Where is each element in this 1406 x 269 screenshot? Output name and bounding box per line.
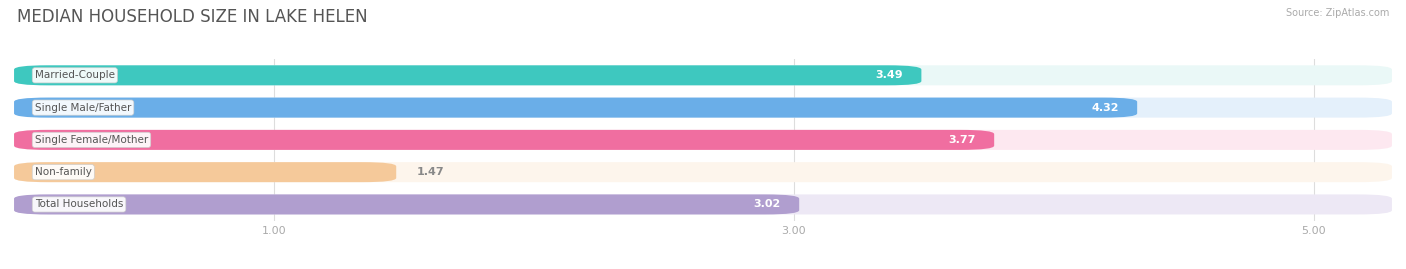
FancyBboxPatch shape <box>14 65 1392 85</box>
Text: 3.49: 3.49 <box>876 70 903 80</box>
FancyBboxPatch shape <box>14 98 1392 118</box>
FancyBboxPatch shape <box>14 130 994 150</box>
FancyBboxPatch shape <box>14 162 1392 182</box>
FancyBboxPatch shape <box>14 98 1137 118</box>
Text: Source: ZipAtlas.com: Source: ZipAtlas.com <box>1285 8 1389 18</box>
FancyBboxPatch shape <box>14 194 1392 214</box>
Text: 3.02: 3.02 <box>754 199 780 210</box>
Text: Single Female/Mother: Single Female/Mother <box>35 135 148 145</box>
Text: Single Male/Father: Single Male/Father <box>35 102 131 113</box>
Text: Total Households: Total Households <box>35 199 124 210</box>
FancyBboxPatch shape <box>14 65 921 85</box>
Text: 4.32: 4.32 <box>1091 102 1119 113</box>
Text: 1.47: 1.47 <box>418 167 444 177</box>
Text: Non-family: Non-family <box>35 167 91 177</box>
FancyBboxPatch shape <box>14 162 396 182</box>
FancyBboxPatch shape <box>14 194 799 214</box>
Text: Married-Couple: Married-Couple <box>35 70 115 80</box>
FancyBboxPatch shape <box>14 130 1392 150</box>
Text: 3.77: 3.77 <box>949 135 976 145</box>
Text: MEDIAN HOUSEHOLD SIZE IN LAKE HELEN: MEDIAN HOUSEHOLD SIZE IN LAKE HELEN <box>17 8 367 26</box>
